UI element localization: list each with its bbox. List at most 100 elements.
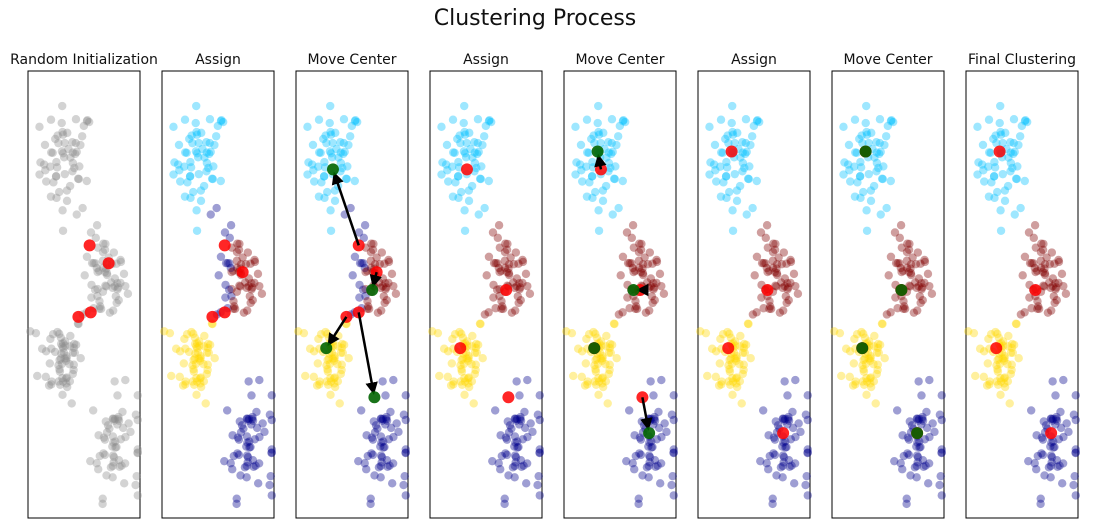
data-point [116, 255, 125, 265]
data-point [754, 117, 764, 127]
data-point [912, 306, 922, 315]
data-point [475, 319, 485, 328]
data-point [516, 456, 526, 465]
data-point [110, 274, 120, 283]
data-point [96, 304, 106, 314]
data-point [362, 431, 371, 440]
data-point [634, 499, 643, 509]
data-point [245, 437, 254, 446]
data-point [791, 432, 800, 442]
data-point [572, 158, 581, 167]
data-point [315, 148, 324, 157]
data-point [82, 252, 92, 261]
data-point [326, 149, 336, 158]
data-point [228, 266, 238, 276]
data-point [84, 117, 94, 127]
data-point [62, 382, 72, 392]
data-point [456, 138, 465, 148]
data-point [47, 380, 56, 389]
data-point [243, 248, 253, 257]
data-point [109, 438, 118, 447]
data-point [725, 329, 734, 339]
data-point [230, 304, 240, 314]
data-point [1052, 296, 1061, 305]
data-point [728, 377, 738, 386]
data-point [87, 258, 97, 268]
data-point [109, 458, 118, 467]
data-point [725, 365, 734, 374]
data-point [482, 271, 491, 280]
data-point [449, 380, 458, 389]
data-point [772, 268, 782, 278]
data-point [484, 116, 494, 126]
data-point [984, 162, 993, 171]
data-point [1004, 331, 1013, 341]
data-point [783, 283, 793, 292]
panel-1: Random Initialization [10, 50, 158, 525]
data-point [59, 344, 68, 353]
data-point [190, 333, 200, 342]
old-centroid [454, 342, 467, 355]
data-point [520, 423, 530, 433]
data-point [457, 355, 466, 365]
data-point [875, 149, 884, 159]
data-point [519, 461, 528, 470]
data-point [175, 347, 185, 356]
data-point [741, 115, 751, 124]
data-point [121, 432, 130, 442]
data-point [69, 360, 78, 369]
data-point [793, 289, 803, 298]
data-point [72, 210, 81, 219]
data-point [862, 127, 871, 137]
data-point [185, 134, 194, 144]
data-point [193, 153, 203, 162]
data-point [994, 333, 1004, 342]
data-point [839, 170, 848, 179]
data-point [236, 471, 245, 480]
data-point [57, 349, 66, 358]
data-point [376, 432, 386, 441]
data-point [1029, 259, 1038, 268]
centroid-move-arrow [331, 171, 360, 246]
data-point [504, 260, 514, 269]
data-point [108, 473, 117, 482]
data-point [738, 348, 748, 358]
data-point [761, 233, 770, 243]
data-point [765, 451, 774, 461]
data-point [1003, 342, 1013, 351]
data-point [783, 391, 792, 400]
data-point [791, 375, 800, 385]
data-point [774, 253, 783, 262]
data-point [223, 259, 232, 268]
data-point [119, 269, 129, 279]
data-point [879, 162, 888, 171]
data-point [1062, 419, 1071, 428]
data-point [920, 255, 929, 265]
data-point [457, 380, 467, 390]
data-point [363, 451, 372, 461]
data-point [443, 372, 452, 382]
data-point [989, 134, 998, 144]
data-point [741, 340, 751, 350]
data-point [459, 118, 468, 128]
data-point [160, 327, 169, 336]
data-point [399, 410, 409, 419]
data-point [376, 473, 385, 482]
data-point [507, 308, 517, 317]
data-point [644, 461, 653, 471]
data-point [195, 374, 205, 383]
data-point [725, 380, 735, 390]
data-point [902, 494, 911, 503]
data-point [510, 432, 520, 441]
data-point [716, 162, 725, 171]
data-point [379, 292, 389, 301]
data-point [57, 359, 67, 369]
data-point [778, 414, 788, 423]
data-point [906, 268, 916, 278]
data-point [655, 269, 665, 279]
data-point [126, 427, 135, 437]
data-point [669, 491, 678, 500]
data-point [1070, 471, 1079, 481]
data-point [242, 306, 252, 315]
data-point [745, 162, 754, 171]
